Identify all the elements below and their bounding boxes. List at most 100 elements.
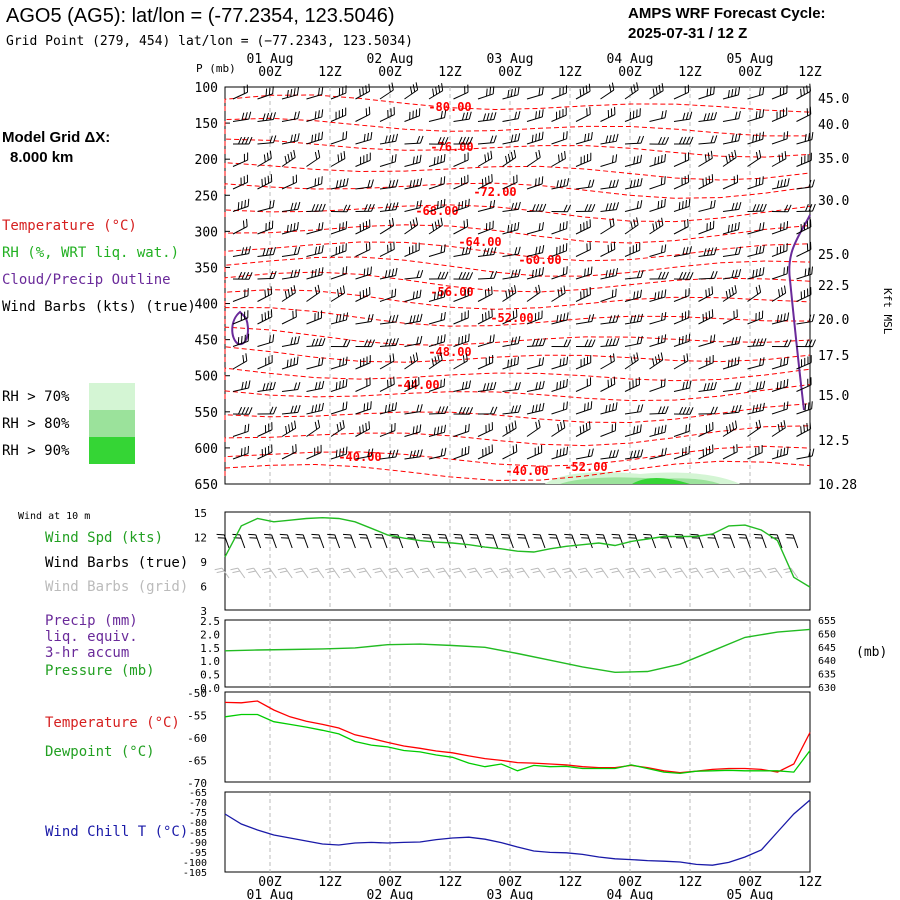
kft-tick-7: 17.5	[818, 349, 849, 364]
xsec-barb-42	[673, 111, 693, 122]
bottom-hour-label-4: 00Z	[498, 875, 522, 890]
top-date-label-2: 03 Aug	[487, 52, 534, 67]
temp-label-3: -68.00	[415, 204, 458, 218]
wind-barb-true-9	[358, 533, 372, 549]
xsec-barb-119	[796, 179, 815, 190]
xsec-barb-270	[379, 337, 399, 347]
xsec-barb-102	[379, 179, 399, 190]
xsec-barb-81	[453, 152, 469, 167]
windchill-tick-7: -100	[183, 858, 207, 869]
wind-barb-grid-11	[388, 567, 404, 579]
xsec-barb-148	[330, 221, 348, 235]
top-hour-label-1: 12Z	[318, 65, 342, 80]
xsec-barb-185	[649, 244, 667, 257]
xsec-barb-158	[575, 219, 591, 235]
xsec-barb-228	[526, 284, 541, 302]
xsec-barb-84	[526, 149, 541, 167]
xsec-barb-117	[747, 176, 764, 190]
wind-barb-true-7	[327, 533, 341, 549]
cloud-outline-right	[788, 214, 811, 411]
xsec-barb-265	[257, 334, 275, 347]
xsec-barb-315	[306, 380, 325, 392]
xsec-barb-288	[232, 353, 248, 370]
xsec-barb-79	[404, 154, 422, 167]
temp-tick-1: -55	[187, 710, 207, 723]
panel-label-3-0: Wind Chill T (°C)	[45, 824, 188, 840]
xsec-barb-66	[673, 136, 694, 145]
xsec-barb-60	[526, 131, 544, 145]
xsec-barb-67	[698, 135, 718, 145]
xsec-barb-157	[551, 221, 568, 235]
xsec-barb-403	[698, 444, 714, 460]
xsec-barb-323	[502, 381, 521, 392]
xsec-barb-251	[502, 309, 518, 325]
xsec-barb-95	[796, 152, 812, 167]
wind-barb-grid-0	[214, 567, 230, 579]
xsec-barb-163	[698, 220, 715, 235]
model-grid-value: 8.000 km	[10, 149, 73, 166]
xsec-barb-188	[722, 246, 742, 257]
wind-barb-true-8	[342, 533, 356, 549]
wind-barb-true-19	[516, 533, 530, 549]
xsec-barb-406	[771, 446, 789, 460]
xsec-barb-194	[281, 269, 301, 280]
pressure-tick-6: 400	[195, 298, 218, 313]
xsec-barb-186	[673, 246, 692, 257]
xsec-barb-164	[722, 222, 740, 235]
xsec-barb-294	[379, 353, 395, 370]
cycle-label: AMPS WRF Forecast Cycle:	[628, 5, 826, 22]
temp-contour-5	[224, 204, 811, 223]
xsec-barb-189	[747, 244, 765, 257]
kft-tick-9: 12.5	[818, 434, 849, 449]
xsec-barb-268	[330, 339, 351, 348]
xsec-barb-384	[232, 445, 249, 460]
wind-barb-grid-20	[530, 567, 546, 579]
xsec-barb-127	[404, 200, 422, 212]
xsec-barb-231	[600, 288, 617, 302]
xsec-barb-227	[502, 285, 517, 302]
xsec-barb-82	[477, 150, 493, 167]
xsec-barb-13	[551, 85, 568, 100]
xsec-barb-70	[771, 131, 789, 145]
xsec-barb-255	[600, 314, 619, 325]
xsec-barb-59	[502, 133, 521, 145]
xsec-barb-322	[477, 381, 497, 392]
xsec-barb-139	[698, 199, 716, 212]
xsec-barb-175	[404, 242, 420, 257]
xsec-barb-85	[551, 150, 566, 167]
rh90-area	[632, 478, 690, 484]
xsec-barb-279	[600, 337, 620, 347]
xsec-barb-374	[575, 421, 591, 437]
xsec-barb-311	[796, 355, 812, 370]
xsec-barb-135	[600, 202, 619, 212]
xsec-barb-254	[575, 314, 595, 325]
xsec-barb-137	[649, 198, 666, 212]
xsec-barb-206	[575, 266, 593, 280]
xsec-barb-273	[453, 333, 470, 347]
xsec-barb-313	[257, 381, 276, 392]
xsec-barb-222	[379, 288, 397, 302]
wind-barb-true-4	[279, 533, 293, 549]
xsec-barb-298	[477, 355, 494, 370]
xsec-barb-380	[722, 420, 738, 437]
xsec-barb-16	[624, 82, 639, 100]
xsec-barb-100	[330, 178, 349, 190]
xsec-barb-72	[232, 152, 249, 167]
xsec-barb-37	[551, 107, 567, 122]
xsec-barb-336	[232, 406, 253, 415]
xsec-barb-106	[477, 174, 493, 190]
temperature-line	[224, 700, 811, 774]
xsec-barb-353	[649, 406, 669, 415]
xsec-barb-226	[477, 286, 493, 302]
pressure-right-tick-3: 640	[818, 656, 836, 667]
xsec-barb-308	[722, 356, 740, 370]
bottom-hour-label-6: 00Z	[618, 875, 642, 890]
xsec-barb-17	[649, 83, 664, 100]
xsec-barb-172	[330, 243, 347, 257]
wind-barb-grid-3	[261, 567, 277, 579]
kft-tick-8: 15.0	[818, 389, 849, 404]
xsec-barb-114	[673, 174, 690, 190]
xsec-barb-312	[232, 380, 251, 392]
top-date-label-0: 01 Aug	[247, 52, 294, 67]
bottom-hour-label-9: 12Z	[798, 875, 822, 890]
